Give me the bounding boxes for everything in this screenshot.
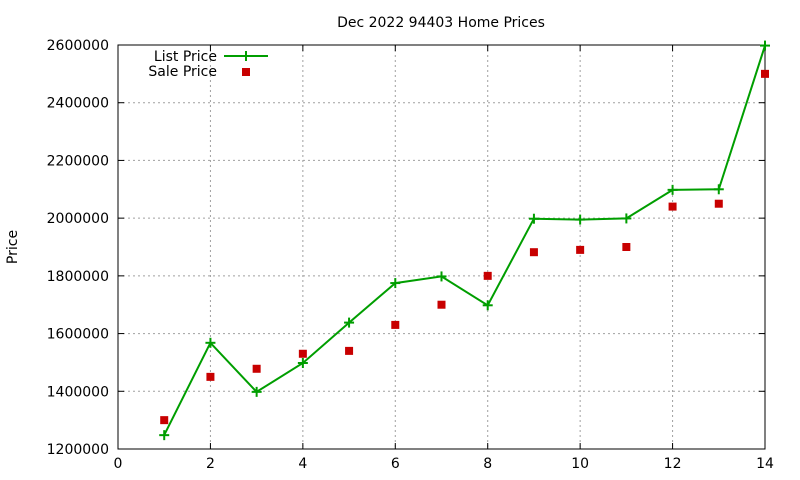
legend-label-sale-price: Sale Price [148, 64, 217, 80]
plot-frame [117, 44, 766, 450]
legend-label-list-price: List Price [154, 49, 217, 65]
data-point-list-price [621, 213, 632, 224]
data-point-sale-price [761, 69, 769, 78]
y-tick-label: 2400000 [47, 96, 109, 112]
data-point-list-price [482, 300, 493, 311]
data-point-sale-price [345, 346, 354, 355]
y-tick-label: 1200000 [47, 442, 109, 458]
data-point-list-price [667, 184, 678, 195]
legend: List Price Sale Price [148, 49, 268, 80]
data-point-sale-price [714, 199, 723, 208]
legend-marker-list-price [241, 51, 251, 61]
y-tick-label: 1600000 [47, 327, 109, 343]
grid [118, 45, 765, 449]
data-point-list-price [713, 184, 724, 195]
data-point-list-price [760, 40, 770, 51]
x-tick-label: 6 [391, 456, 400, 472]
data-point-sale-price [252, 364, 261, 373]
y-tick-label: 2600000 [47, 38, 109, 54]
data-point-sale-price [437, 300, 446, 309]
data-point-sale-price [576, 245, 585, 254]
y-axis-ticks: 1200000 1400000 1600000 1800000 2000000 22000… [47, 38, 765, 458]
data-point-sale-price [206, 372, 215, 381]
x-tick-label: 8 [483, 456, 492, 472]
data-point-sale-price [298, 349, 307, 358]
data-point-list-price [205, 337, 216, 348]
data-point-sale-price [529, 248, 538, 257]
x-tick-label: 0 [114, 456, 123, 472]
chart-title: Dec 2022 94403 Home Prices [337, 15, 545, 31]
y-tick-label: 2200000 [47, 153, 109, 169]
data-point-sale-price [160, 416, 169, 425]
data-point-sale-price [622, 243, 631, 251]
y-tick-label: 2000000 [47, 211, 109, 227]
data-point-list-price [159, 430, 170, 441]
legend-marker-sale-price [242, 68, 250, 76]
data-point-sale-price [668, 202, 677, 211]
x-tick-label: 2 [206, 456, 215, 472]
x-tick-label: 12 [664, 456, 682, 472]
x-tick-label: 14 [756, 456, 774, 472]
x-tick-label: 4 [298, 456, 307, 472]
data-point-list-price [575, 214, 586, 225]
x-axis-ticks: 0 2 4 6 8 10 12 14 [114, 45, 774, 472]
y-tick-label: 1800000 [47, 269, 109, 285]
y-tick-label: 1400000 [47, 384, 109, 400]
data-point-list-price [344, 317, 355, 328]
data-point-list-price [297, 358, 308, 369]
data-point-sale-price [483, 271, 492, 280]
data-point-list-price [436, 271, 447, 282]
series-line-list-price [163, 45, 766, 436]
data-point-list-price [251, 386, 262, 397]
data-point-list-price [528, 213, 539, 224]
y-axis-label: Price [5, 230, 21, 264]
x-tick-label: 10 [571, 456, 589, 472]
data-point-list-price [390, 278, 401, 289]
data-point-sale-price [391, 320, 400, 329]
series [159, 40, 770, 441]
